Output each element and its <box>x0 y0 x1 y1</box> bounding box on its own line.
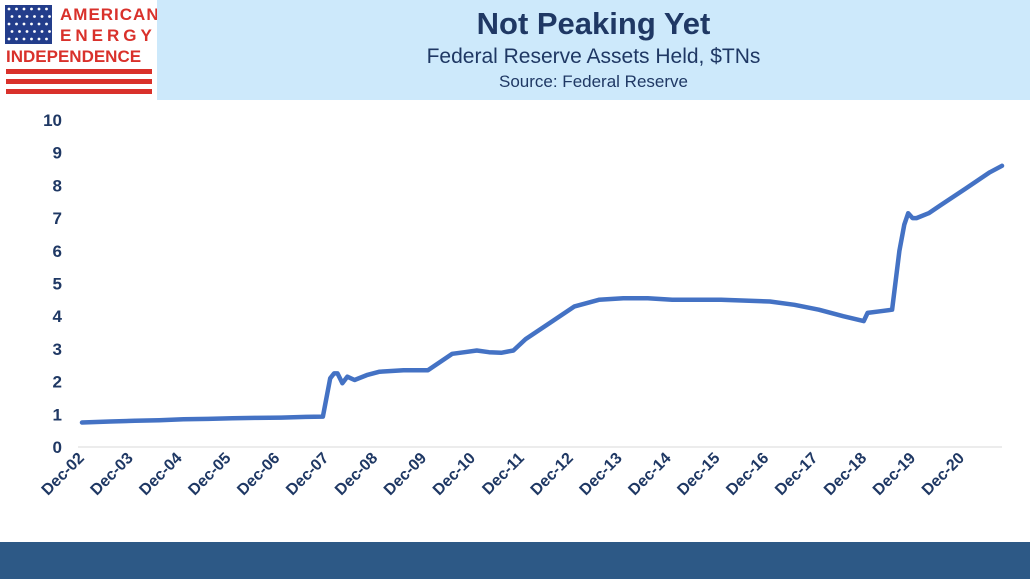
y-tick-label: 10 <box>43 111 62 130</box>
x-tick-label: Dec-09 <box>381 450 430 499</box>
x-tick-label: Dec-02 <box>39 450 88 499</box>
series-line <box>79 163 1005 425</box>
logo-flag-canton <box>5 5 52 44</box>
y-tick-label: 5 <box>53 275 62 294</box>
logo-stripe <box>6 79 152 84</box>
logo-star <box>22 7 26 11</box>
logo-star <box>37 22 41 26</box>
header-band <box>157 0 1030 100</box>
logo-star <box>18 15 21 18</box>
x-tick-label: Dec-04 <box>136 450 185 499</box>
x-tick-label: Dec-12 <box>528 450 577 499</box>
logo: AMERICAN ENERGY INDEPENDENCE <box>0 0 157 100</box>
x-tick-label: Dec-10 <box>430 450 479 499</box>
y-tick-label: 0 <box>53 438 62 457</box>
y-tick-label: 9 <box>53 144 62 163</box>
y-tick-label: 6 <box>53 242 62 261</box>
logo-star <box>45 22 48 26</box>
logo-star <box>22 37 26 41</box>
y-tick-label: 8 <box>53 176 62 195</box>
x-tick-label: Dec-15 <box>674 450 723 499</box>
chart-source: Source: Federal Reserve <box>499 72 688 91</box>
y-tick-label: 2 <box>53 373 62 392</box>
x-tick-label: Dec-03 <box>88 450 137 499</box>
logo-line-independence: INDEPENDENCE <box>6 47 141 66</box>
logo-star <box>7 7 11 11</box>
logo-star <box>15 22 18 26</box>
x-tick-label: Dec-13 <box>577 450 626 499</box>
logo-star <box>22 22 26 26</box>
y-axis: 0 1 2 3 4 5 6 7 8 9 10 <box>43 111 62 457</box>
logo-flag-stars <box>7 7 51 41</box>
y-tick-label: 3 <box>53 340 62 359</box>
logo-stripe <box>6 89 152 94</box>
x-tick-label: Dec-19 <box>870 450 919 499</box>
logo-star <box>45 37 48 41</box>
logo-star <box>45 7 48 11</box>
logo-star <box>40 30 44 33</box>
x-tick-label: Dec-17 <box>772 450 821 499</box>
x-tick-label: Dec-07 <box>283 450 332 499</box>
logo-star <box>7 22 11 26</box>
x-tick-label: Dec-05 <box>185 450 234 499</box>
logo-star <box>30 22 33 26</box>
logo-star <box>30 7 33 11</box>
x-tick-label: Dec-18 <box>821 450 870 499</box>
logo-line-american: AMERICAN <box>60 5 157 24</box>
logo-star <box>48 15 51 18</box>
logo-star <box>37 37 41 41</box>
chart-title: Not Peaking Yet <box>476 6 711 41</box>
logo-star <box>25 30 29 33</box>
y-tick-label: 7 <box>53 209 62 228</box>
x-tick-label: Dec-16 <box>723 450 772 499</box>
logo-star <box>33 30 36 33</box>
x-axis: Dec-02 Dec-03 Dec-04 Dec-05 Dec-06 Dec-07 Dec-… <box>39 450 968 499</box>
logo-star <box>25 15 29 18</box>
logo-star <box>18 30 21 33</box>
x-tick-label: Dec-06 <box>234 450 283 499</box>
footer-band <box>0 542 1030 579</box>
logo-star <box>33 15 36 18</box>
logo-line-energy: ENERGY <box>60 26 156 45</box>
logo-star <box>15 7 18 11</box>
y-tick-label: 1 <box>53 405 62 424</box>
series-layer <box>79 163 1005 425</box>
logo-star <box>15 37 18 41</box>
logo-star <box>10 15 14 18</box>
logo-star <box>10 30 14 33</box>
logo-star <box>37 7 41 11</box>
logo-star <box>7 37 11 41</box>
logo-star <box>30 37 33 41</box>
x-tick-label: Dec-14 <box>625 450 674 499</box>
chart-subtitle: Federal Reserve Assets Held, $TNs <box>426 45 761 68</box>
x-tick-label: Dec-20 <box>919 450 968 499</box>
x-tick-label: Dec-08 <box>332 450 381 499</box>
x-tick-label: Dec-11 <box>479 450 528 499</box>
logo-star <box>40 15 44 18</box>
logo-star <box>48 30 51 33</box>
logo-stripe <box>6 69 152 74</box>
y-tick-label: 4 <box>53 307 63 326</box>
